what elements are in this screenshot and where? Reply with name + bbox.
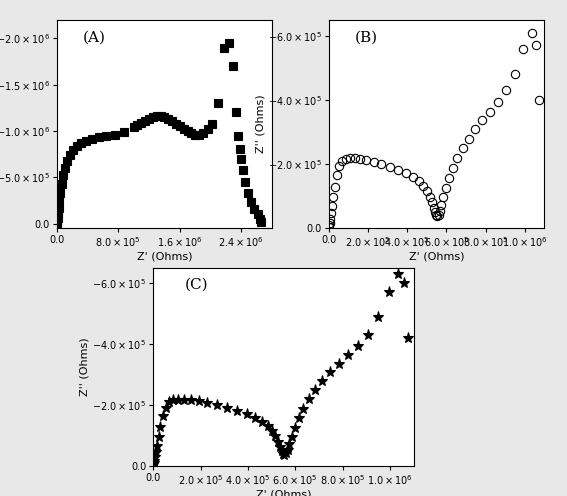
X-axis label: Z' (Ohms): Z' (Ohms) (137, 251, 192, 262)
X-axis label: Z' (Ohms): Z' (Ohms) (409, 251, 464, 262)
Text: (A): (A) (83, 30, 105, 44)
Text: (B): (B) (355, 30, 378, 44)
Text: (C): (C) (184, 278, 208, 292)
Y-axis label: Z'' (Ohms): Z'' (Ohms) (79, 338, 90, 396)
Y-axis label: Z'' (Ohms): Z'' (Ohms) (255, 95, 265, 153)
X-axis label: Z' (Ohms): Z' (Ohms) (256, 490, 311, 496)
